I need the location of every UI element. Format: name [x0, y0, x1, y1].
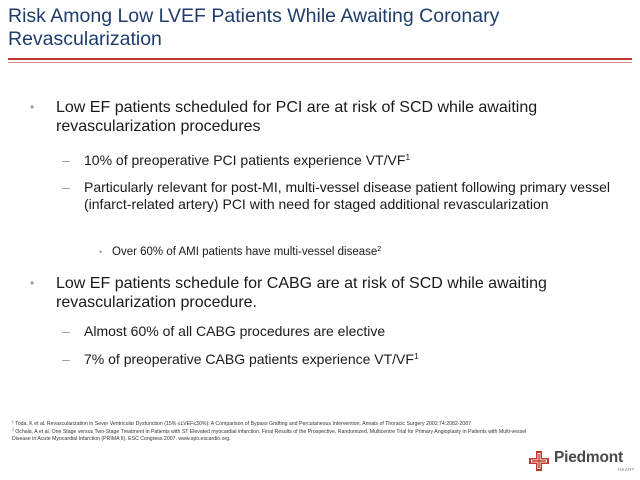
- footnote-1: 1 Toda, K et al. Revascularization in Se…: [12, 421, 532, 428]
- footnote-ref: 1: [405, 152, 411, 163]
- sub-sub-bullet-text: Over 60% of AMI patients have multi-vess…: [112, 246, 378, 258]
- sub-bullet-text: 10% of preoperative PCI patients experie…: [84, 152, 406, 168]
- bullet-marker: •: [99, 247, 103, 257]
- sub-bullet-text: 7% of preoperative CABG patients experie…: [84, 351, 414, 367]
- bullet-marker: •: [30, 276, 35, 290]
- piedmont-logo: Piedmont HEART: [528, 448, 634, 474]
- footnote-text: Toda, K et al. Revascularization in Seve…: [15, 421, 472, 427]
- sub-bullet-text: Almost 60% of all CABG procedures are el…: [84, 323, 386, 339]
- footnote-text: Ochala, A et al. One Stage versus Two-St…: [12, 429, 527, 442]
- bullet-cabg: • Low EF patients schedule for CABG are …: [30, 274, 616, 312]
- sub-bullet-cabg-elective: – Almost 60% of all CABG procedures are …: [62, 323, 624, 340]
- bullet-text: Low EF patients scheduled for PCI are at…: [56, 99, 538, 135]
- bullet-text: Low EF patients schedule for CABG are at…: [56, 275, 547, 311]
- footnote-number: 1: [12, 420, 14, 425]
- slide-title: Risk Among Low LVEF Patients While Await…: [8, 5, 500, 50]
- footnote-2: 2 Ochala, A et al. One Stage versus Two-…: [12, 429, 532, 443]
- bullet-marker: •: [30, 100, 35, 114]
- piedmont-cross-icon: [529, 451, 549, 471]
- dash-marker: –: [62, 179, 70, 195]
- sub-bullet-pci-vtvf: – 10% of preoperative PCI patients exper…: [62, 152, 624, 169]
- sub-bullet-post-mi: – Particularly relevant for post-MI, mul…: [62, 179, 624, 213]
- title-divider: [8, 58, 632, 60]
- sub-sub-bullet-ami: • Over 60% of AMI patients have multi-ve…: [99, 245, 612, 259]
- title-divider-thin: [8, 62, 632, 63]
- footnote-ref: 2: [377, 245, 382, 254]
- sub-bullet-cabg-vtvf: – 7% of preoperative CABG patients exper…: [62, 351, 624, 368]
- dash-marker: –: [62, 351, 70, 367]
- footnotes: 1 Toda, K et al. Revascularization in Se…: [12, 421, 532, 444]
- sub-bullet-text: Particularly relevant for post-MI, multi…: [84, 179, 610, 212]
- bullet-pci: • Low EF patients scheduled for PCI are …: [30, 98, 616, 136]
- logo-subtitle: HEART: [618, 467, 635, 472]
- dash-marker: –: [62, 323, 70, 339]
- dash-marker: –: [62, 152, 70, 168]
- footnote-number: 2: [12, 428, 14, 433]
- footnote-ref: 1: [413, 351, 419, 362]
- logo-wordmark: Piedmont: [554, 449, 624, 466]
